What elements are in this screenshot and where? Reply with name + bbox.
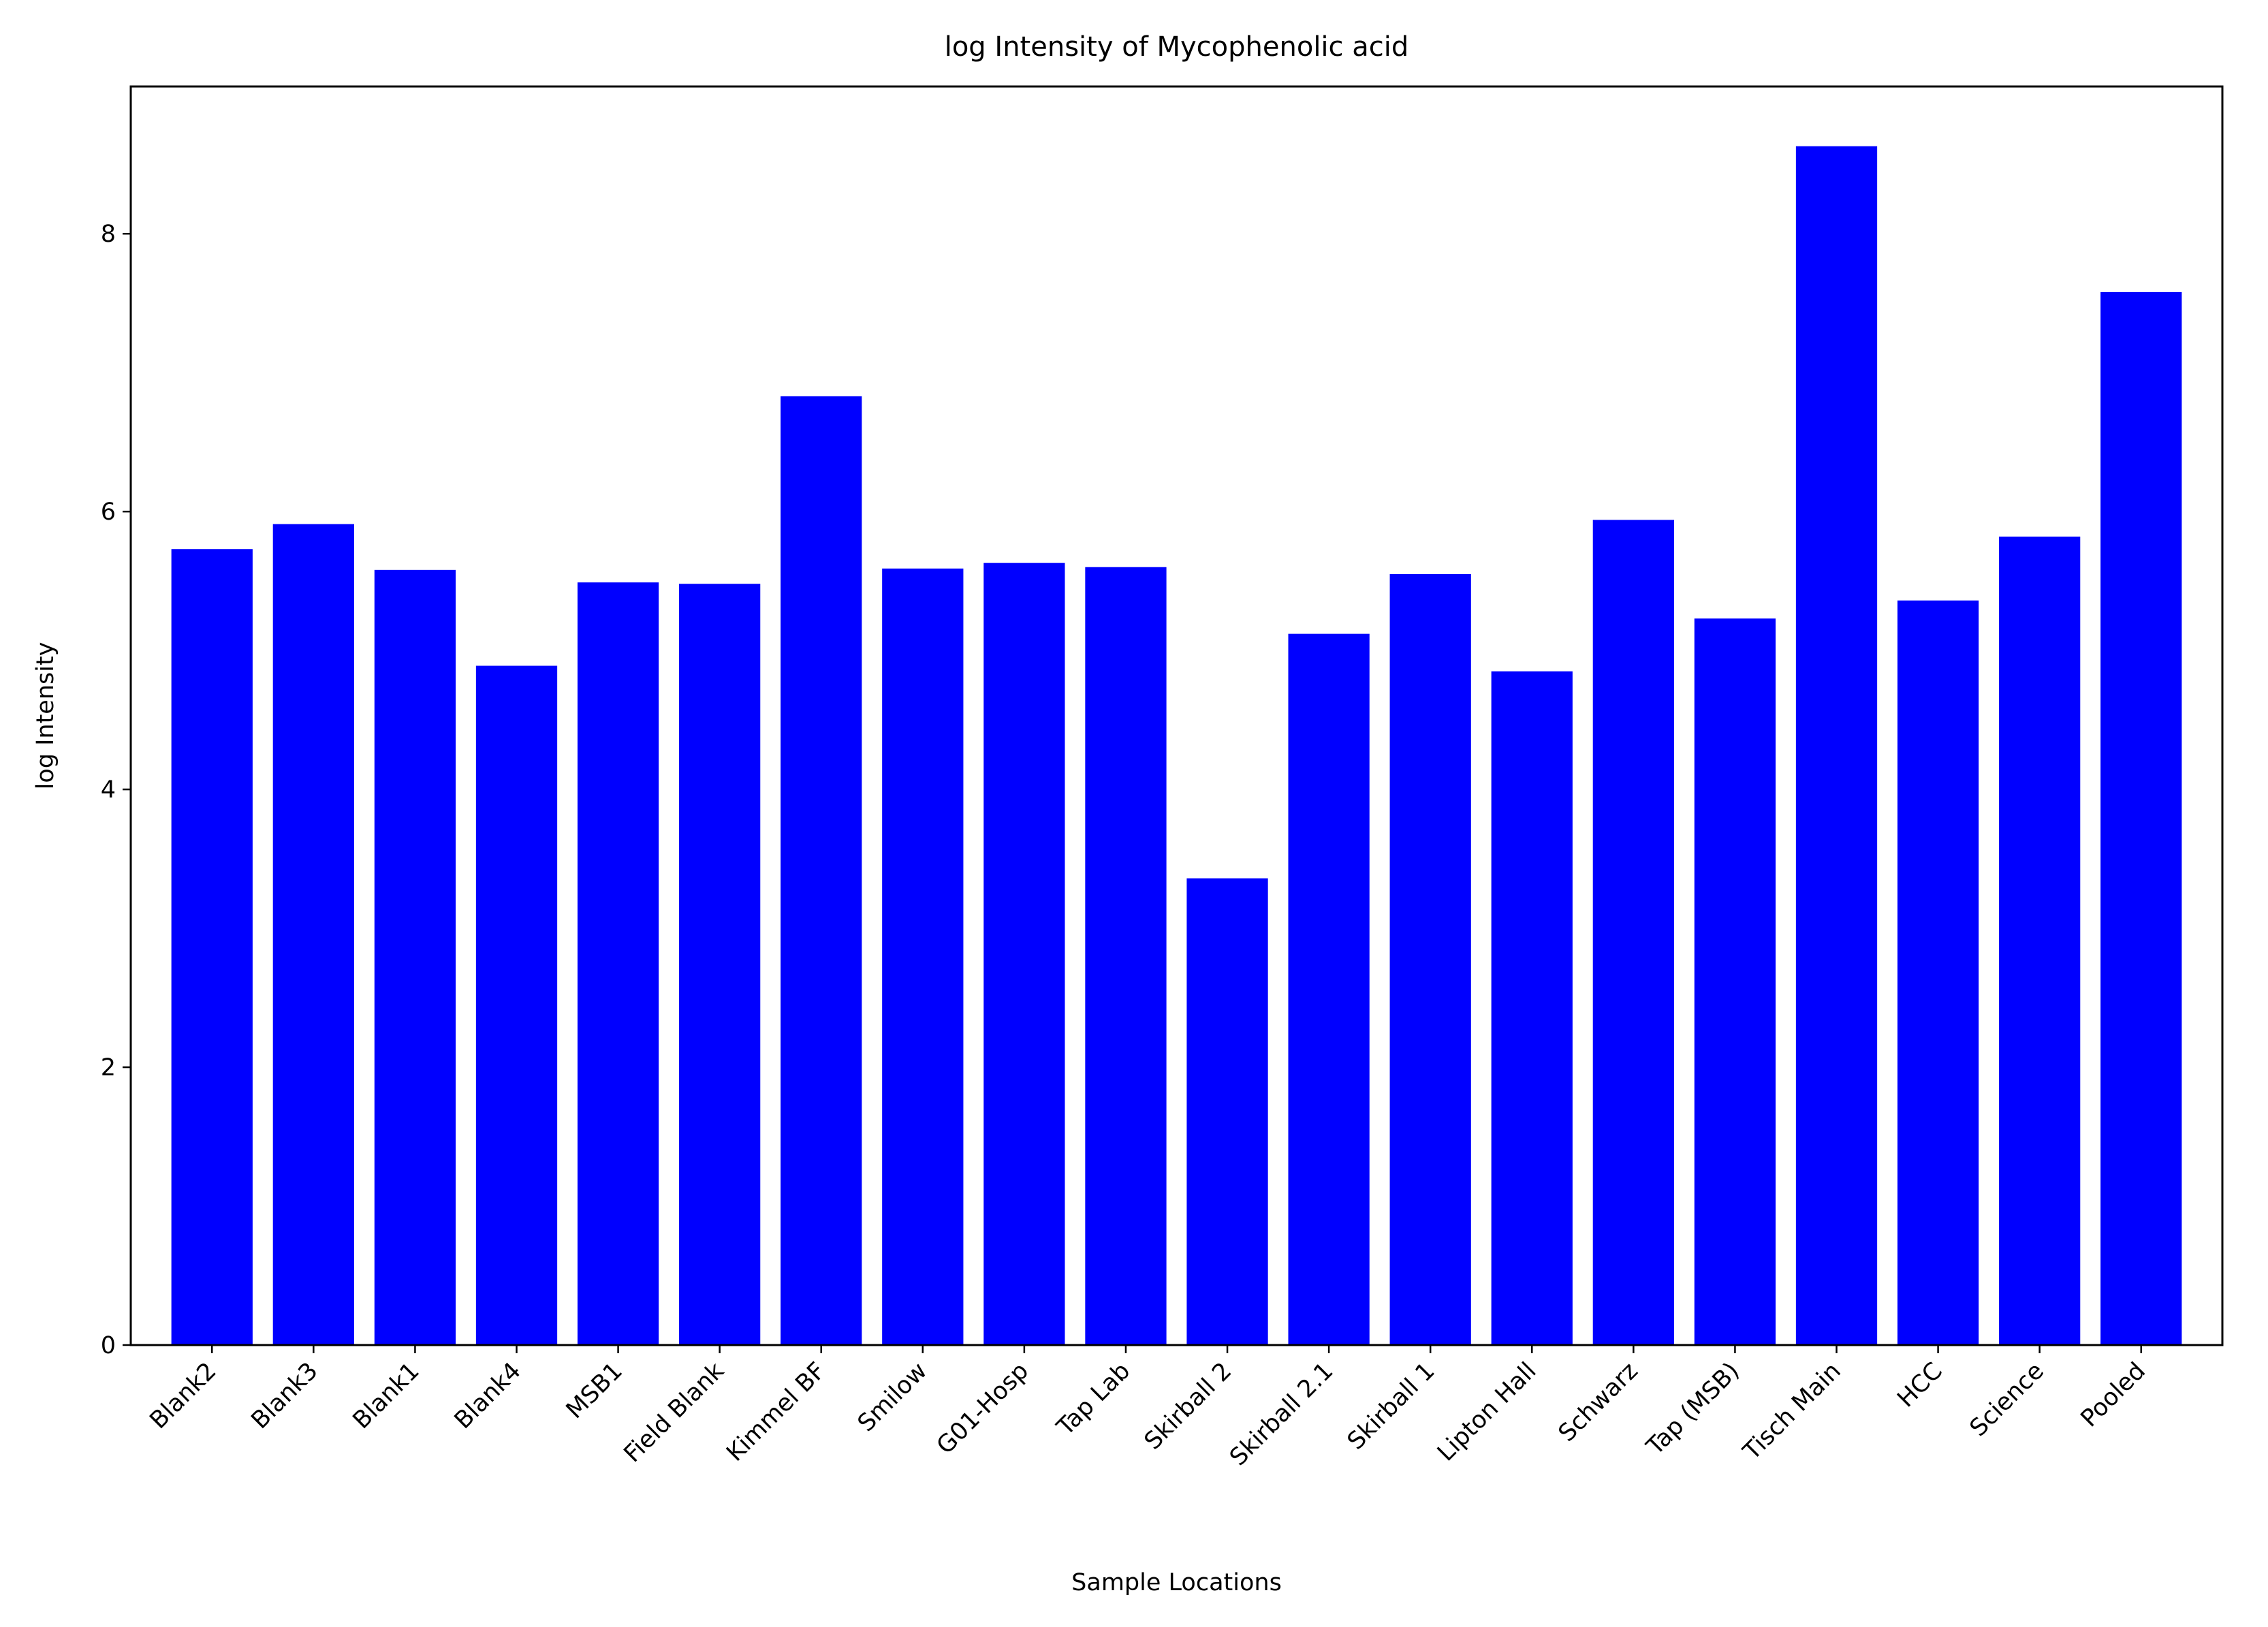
x-axis-label: Sample Locations (1071, 1569, 1282, 1596)
y-axis-ticks: 0 2 4 6 8 (101, 221, 131, 1359)
y-tick-label: 2 (101, 1054, 116, 1081)
bar (1694, 618, 1776, 1346)
bar (272, 524, 354, 1345)
bar (1897, 600, 1979, 1346)
bar (1491, 671, 1573, 1345)
bar (1186, 878, 1268, 1345)
bar (679, 584, 761, 1346)
bar (882, 568, 964, 1345)
bar (781, 396, 862, 1346)
bar (1085, 567, 1167, 1346)
plot-frame (129, 85, 2224, 1346)
y-tick-label: 8 (101, 221, 116, 248)
bar (171, 549, 253, 1345)
bar (475, 665, 558, 1345)
y-tick-label: 0 (101, 1332, 116, 1359)
bar (1999, 536, 2081, 1345)
bar (1288, 633, 1370, 1345)
bar (577, 582, 659, 1345)
bar (2100, 291, 2182, 1345)
y-tick-label: 6 (101, 499, 116, 526)
chart-title: log Intensity of Mycophenolic acid (945, 31, 1409, 63)
bar (374, 569, 456, 1345)
bar (1389, 573, 1471, 1345)
y-axis-label: log Intensity (32, 642, 59, 790)
bar (1795, 146, 1878, 1345)
bars (171, 146, 2182, 1346)
bar (1592, 520, 1674, 1345)
bar (983, 563, 1065, 1345)
y-tick-label: 4 (101, 776, 116, 804)
